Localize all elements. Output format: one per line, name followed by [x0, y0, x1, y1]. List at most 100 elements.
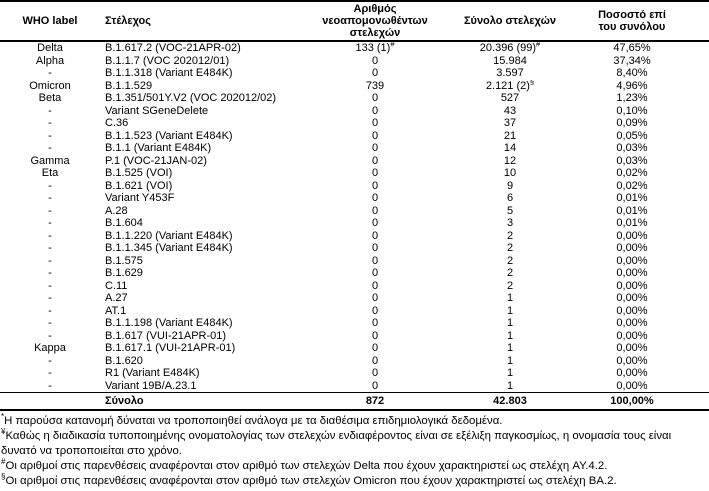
newly-isolated-cell: 0 [371, 92, 379, 104]
who-label-cell: - [48, 179, 52, 192]
strain-cell: B.1.1.220 (Variant E484K) [105, 229, 233, 242]
total-percentage: 100,00% [610, 395, 654, 407]
percentage-cell: 0,00% [616, 292, 648, 304]
total-strains-cell: 1 [506, 317, 514, 329]
total-strains-cell: 10 [503, 167, 517, 179]
percentage-cell: 0,00% [616, 354, 648, 367]
strain-cell: A.27 [105, 292, 128, 304]
strain-cell: B.1.1.198 (Variant E484K) [105, 317, 233, 329]
who-label-cell: Omicron [29, 79, 71, 92]
percentage-cell: 0,00% [616, 279, 648, 292]
newly-isolated-cell: 0 [371, 329, 379, 342]
who-label-cell: Delta [37, 42, 63, 54]
newly-isolated-cell: 0 [371, 117, 379, 129]
table-row: - R1 (Variant E484K) 0 1 0,00% [0, 367, 709, 380]
who-label-cell: - [48, 117, 52, 129]
footnote: *Η παρούσα κατανομή δύναται να τροποποιη… [1, 412, 503, 427]
percentage-cell: 0,01% [616, 192, 648, 204]
total-strains-cell: 2 [506, 267, 514, 279]
strain-cell: B.1.351/501Y.V2 (VOC 202012/02) [105, 92, 277, 104]
newly-isolated-cell: 0 [371, 67, 379, 79]
total-strains-cell: 12 [503, 154, 517, 167]
total-strains-cell: 1 [506, 292, 514, 304]
footnote: ¥Καθώς η διαδικασία τυποποιημένης ονοματ… [1, 427, 672, 457]
who-label-cell: - [48, 354, 52, 367]
who-label-cell: Kappa [34, 342, 66, 354]
percentage-cell: 47,65% [613, 42, 651, 54]
footnote-marker: ¥ [1, 427, 6, 437]
percentage-cell: 0,02% [616, 167, 648, 179]
newly-isolated-cell: 0 [371, 142, 379, 154]
strain-cell: B.1.1.523 (Variant E484K) [105, 129, 233, 142]
strain-cell: R1 (Variant E484K) [105, 367, 200, 379]
total-strains-cell: 1 [506, 304, 514, 317]
newly-isolated-cell: 0 [371, 179, 379, 192]
newly-isolated-cell: 0 [371, 367, 379, 379]
percentage-cell: 0,00% [616, 379, 648, 392]
table-row: Gamma P.1 (VOC-21JAN-02) 0 12 0,03% [0, 155, 709, 168]
strain-cell: B.1.575 [105, 254, 143, 267]
percentage-cell: 0,00% [616, 317, 648, 329]
total-strains-cell: 1 [506, 367, 514, 379]
total-strains-cell: 1 [506, 329, 514, 342]
total-strains-cell: 1 [506, 342, 514, 354]
strain-cell: C.36 [105, 117, 129, 129]
table-row: Kappa B.1.617.1 (VUI-21APR-01) 0 1 0,00% [0, 342, 709, 355]
newly-isolated-cell: 0 [371, 104, 379, 117]
newly-isolated-cell: 739 [365, 79, 385, 92]
footnote-marker: # [536, 41, 541, 49]
strain-cell: B.1.525 (VOI) [105, 167, 173, 179]
table-row: - B.1.1.318 (Variant E484K) 0 3.597 8,40% [0, 67, 709, 80]
percentage-cell: 0,03% [616, 142, 648, 154]
strain-cell: Variant SGeneDelete [105, 104, 209, 117]
total-strains-cell: 9 [506, 179, 514, 192]
percentage-cell: 4,96% [616, 79, 648, 92]
table-row: Eta B.1.525 (VOI) 0 10 0,02% [0, 167, 709, 180]
newly-isolated-cell: 0 [371, 317, 379, 329]
strain-cell: B.1.617 (VUI-21APR-01) [105, 329, 227, 342]
total-strains-cell: 15.984 [493, 54, 527, 67]
total-strains-cell: 527 [500, 92, 520, 104]
strain-cell: B.1.620 [105, 354, 143, 367]
total-strains-cell: 2 [506, 229, 514, 242]
percentage-cell: 37,34% [613, 54, 651, 67]
total-strains-cell: 1 [506, 354, 514, 367]
newly-isolated-cell: 0 [371, 217, 379, 229]
table-row: Omicron B.1.1.529 739 2.121 (2)§ 4,96% [0, 80, 709, 93]
table-row: - B.1.1.345 (Variant E484K) 0 2 0,00% [0, 242, 709, 255]
footnote-marker: § [1, 472, 6, 482]
percentage-cell: 8,40% [616, 67, 648, 79]
table-row: - B.1.621 (VOI) 0 9 0,02% [0, 180, 709, 193]
total-strains-cell: 14 [503, 142, 517, 154]
strain-cell: B.1.1 (Variant E484K) [105, 142, 212, 154]
who-label-cell: - [48, 217, 52, 229]
table-row: - C.36 0 37 0,09% [0, 117, 709, 130]
table-row: Beta B.1.351/501Y.V2 (VOC 202012/02) 0 527 1… [0, 92, 709, 105]
strain-cell: P.1 (VOC-21JAN-02) [105, 154, 207, 167]
total-strains-cell: 43 [503, 104, 517, 117]
who-label-cell: - [48, 204, 52, 217]
table-row: - A.28 0 5 0,01% [0, 205, 709, 218]
table-row: - B.1.629 0 2 0,00% [0, 267, 709, 280]
who-label-cell: Gamma [30, 154, 70, 167]
strain-cell: B.1.621 (VOI) [105, 179, 173, 192]
percentage-cell: 0,05% [616, 129, 648, 142]
table-row: - AT.1 0 1 0,00% [0, 305, 709, 318]
percentage-cell: 0,00% [616, 304, 648, 317]
strain-cell: Variant 19B/A.23.1 [105, 379, 197, 392]
table-row: - B.1.617 (VUI-21APR-01) 0 1 0,00% [0, 330, 709, 343]
footnote: §Οι αριθμοί στις παρενθέσεις αναφέρονται… [1, 472, 617, 487]
newly-isolated-cell: 0 [371, 242, 379, 254]
percentage-cell: 0,00% [616, 329, 648, 342]
variants-table: WHO label Στέλεχος Αριθμός νεοαπομονωθέν… [0, 0, 709, 410]
percentage-cell: 0,00% [616, 367, 648, 379]
who-label-cell: - [48, 129, 52, 142]
percentage-cell: 0,02% [616, 179, 648, 192]
total-strains-cell: 37 [503, 117, 517, 129]
strain-cell: B.1.1.529 [105, 79, 153, 92]
strain-cell: B.1.629 [105, 267, 143, 279]
footnote-marker: * [1, 412, 5, 422]
col-header-who-label: WHO label [22, 15, 78, 27]
footnote-marker: § [529, 79, 535, 86]
newly-isolated-cell: 0 [371, 192, 379, 204]
